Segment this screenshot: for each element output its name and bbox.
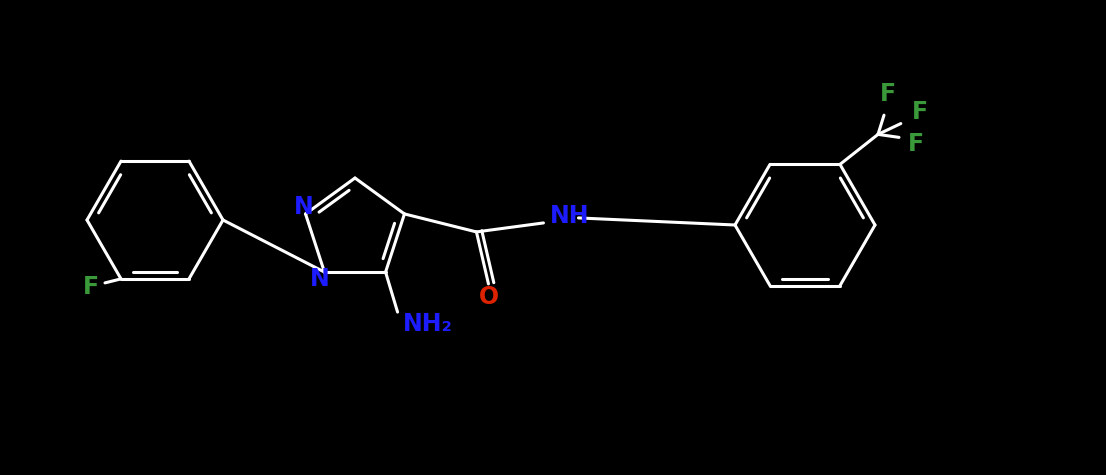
Text: O: O [479,285,499,309]
Text: N: N [294,195,313,219]
Text: NH₂: NH₂ [403,312,452,336]
Text: NH: NH [550,204,589,228]
Text: F: F [908,133,924,156]
Text: F: F [83,275,100,299]
Text: F: F [912,100,928,124]
Text: F: F [880,82,896,106]
Text: N: N [310,267,330,291]
